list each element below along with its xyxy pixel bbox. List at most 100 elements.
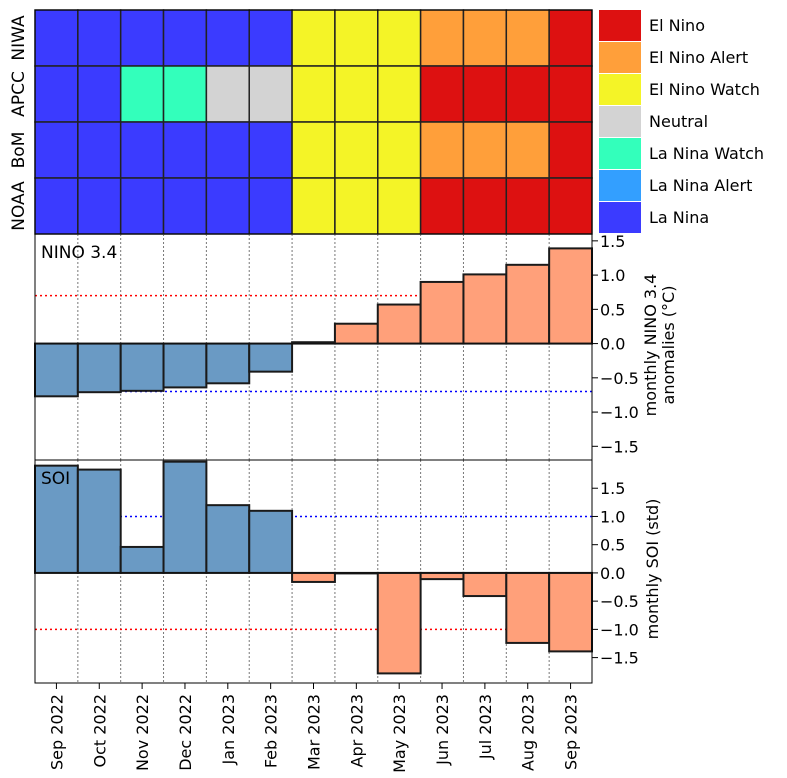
heatmap-cell-apcc-6 xyxy=(291,65,336,123)
heatmap-cell-apcc-2 xyxy=(119,65,165,123)
xtick-label-aug-2023: Aug 2023 xyxy=(519,694,538,771)
legend-swatch-neutral xyxy=(599,106,641,137)
heatmap-cell-niwa-10 xyxy=(462,9,508,67)
heatmap-row-label-bom: BoM xyxy=(9,132,29,169)
bar-may-2023 xyxy=(376,571,422,675)
heatmap-row-label-niwa: NIWA xyxy=(9,15,29,61)
heatmap-cell-apcc-10 xyxy=(462,65,508,123)
heatmap-cell-bom-0 xyxy=(34,121,79,179)
heatmap-cell-bom-7 xyxy=(334,121,379,179)
xtick-label-dec-2022: Dec 2022 xyxy=(176,694,195,771)
bar-feb-2023 xyxy=(248,342,294,373)
heatmap-cell-apcc-3 xyxy=(162,65,208,123)
ytick-label-1-5: 1.5 xyxy=(600,232,625,251)
ylabel-soi-line-0: monthly SOI (std) xyxy=(643,499,662,640)
legend-swatch-el-nino-alert xyxy=(599,42,641,73)
heatmap-cell-bom-4 xyxy=(205,121,250,179)
bar-mar-2023 xyxy=(291,571,336,583)
heatmap-cell-niwa-9 xyxy=(419,9,465,67)
bar-oct-2022 xyxy=(76,468,122,574)
heatmap-cell-niwa-6 xyxy=(291,9,336,67)
ytick-label-1-5: −1.5 xyxy=(600,437,639,456)
heatmap-cell-apcc-12 xyxy=(548,65,593,123)
bar-sep-2023 xyxy=(548,571,594,653)
heatmap-cell-noaa-2 xyxy=(119,177,165,235)
ytick-label-0-0: 0.0 xyxy=(600,335,625,354)
heatmap-cell-noaa-1 xyxy=(77,177,122,235)
enso-status-heatmap: NIWA APCC BoM NOAA xyxy=(9,9,593,235)
legend-label-la-nina-watch: La Nina Watch xyxy=(649,144,764,163)
bar-feb-2023 xyxy=(248,509,294,574)
ytick-label-0-5: −0.5 xyxy=(600,592,639,611)
bar-sep-2022 xyxy=(34,342,79,398)
bar-may-2023 xyxy=(376,303,422,345)
xtick-label-jul-2023: Jul 2023 xyxy=(476,694,495,760)
legend-label-el-nino-watch: El Nino Watch xyxy=(649,80,760,99)
ytick-label-0-0: 0.0 xyxy=(600,564,625,583)
bar-jan-2023 xyxy=(205,504,251,574)
ytick-label-1-5: −1.5 xyxy=(600,649,639,668)
ytick-label-0-5: 0.5 xyxy=(600,300,625,319)
heatmap-cell-apcc-5 xyxy=(248,65,293,123)
ytick-label-0-5: 0.5 xyxy=(600,536,625,555)
heatmap-cell-noaa-3 xyxy=(162,177,208,235)
heatmap-cell-niwa-3 xyxy=(162,9,208,67)
ytick-label-1-0: 1.0 xyxy=(600,266,625,285)
xtick-label-apr-2023: Apr 2023 xyxy=(347,694,366,767)
xtick-label-oct-2022: Oct 2022 xyxy=(90,694,109,767)
heatmap-cell-niwa-5 xyxy=(248,9,293,67)
bar-jan-2023 xyxy=(205,342,251,385)
heatmap-cell-niwa-11 xyxy=(505,9,550,67)
ytick-label-1-0: 1.0 xyxy=(600,507,625,526)
heatmap-cell-noaa-9 xyxy=(419,177,465,235)
legend-label-el-nino-alert: El Nino Alert xyxy=(649,48,748,67)
heatmap-cell-bom-8 xyxy=(377,121,422,179)
nino34-panel: 1.5 1.0 0.5 0.0 −0.5 −1.0 −1.5 NINO 3.4 monthly … xyxy=(34,232,678,461)
legend-label-la-nina: La Nina xyxy=(649,208,709,227)
heatmap-cell-noaa-7 xyxy=(334,177,379,235)
heatmap-cell-bom-11 xyxy=(505,121,550,179)
heatmap-cell-niwa-7 xyxy=(334,9,379,67)
heatmap-cell-noaa-12 xyxy=(548,177,593,235)
heatmap-cell-niwa-0 xyxy=(34,9,79,67)
heatmap-cell-noaa-0 xyxy=(34,177,79,235)
xtick-label-jun-2023: Jun 2023 xyxy=(433,694,452,766)
bar-jun-2023 xyxy=(419,571,465,581)
heatmap-row-label-noaa: NOAA xyxy=(9,181,29,231)
bar-oct-2022 xyxy=(76,342,122,394)
xtick-label-sep-2023: Sep 2023 xyxy=(562,694,581,770)
legend-swatch-la-nina-alert xyxy=(599,170,641,201)
heatmap-row-label-apcc: APCC xyxy=(9,71,29,117)
heatmap-cell-noaa-10 xyxy=(462,177,508,235)
ytick-label-1-0: −1.0 xyxy=(600,403,639,422)
legend-swatch-la-nina-watch xyxy=(599,138,641,169)
xtick-label-feb-2023: Feb 2023 xyxy=(262,694,281,768)
heatmap-cell-bom-5 xyxy=(248,121,293,179)
ytick-label-0-5: −0.5 xyxy=(600,369,639,388)
bar-nov-2022 xyxy=(119,342,165,392)
heatmap-cell-niwa-12 xyxy=(548,9,593,67)
panel-label-nino-3-4: NINO 3.4 xyxy=(41,243,117,263)
legend-label-neutral: Neutral xyxy=(649,112,708,131)
bar-apr-2023 xyxy=(333,322,379,345)
bar-nov-2022 xyxy=(119,545,165,574)
heatmap-cell-noaa-11 xyxy=(505,177,550,235)
heatmap-cell-niwa-2 xyxy=(119,9,165,67)
heatmap-cell-apcc-1 xyxy=(77,65,122,123)
bar-jul-2023 xyxy=(462,273,508,345)
soi-panel: 1.5 1.0 0.5 0.0 −0.5 −1.0 −1.5 SOI monthly SOI (… xyxy=(34,459,662,684)
xtick-label-may-2023: May 2023 xyxy=(390,694,409,773)
ytick-label-1-0: −1.0 xyxy=(600,620,639,639)
bar-dec-2022 xyxy=(162,460,208,574)
heatmap-cell-niwa-8 xyxy=(377,9,422,67)
xtick-label-mar-2023: Mar 2023 xyxy=(305,694,324,770)
ylabel-nino-3-4-line-0: monthly NINO 3.4 xyxy=(641,274,660,417)
heatmap-cell-apcc-0 xyxy=(34,65,79,123)
xtick-label-jan-2023: Jan 2023 xyxy=(219,694,238,765)
bar-aug-2023 xyxy=(505,571,551,644)
legend-swatch-la-nina xyxy=(599,202,641,233)
status-legend: El Nino El Nino Alert El Nino Watch Neutral… xyxy=(599,10,764,233)
ytick-label-1-5: 1.5 xyxy=(600,479,625,498)
month-axis: Sep 2022 Oct 2022 Nov 2022 Dec 2022 Jan 2023… xyxy=(47,683,581,773)
